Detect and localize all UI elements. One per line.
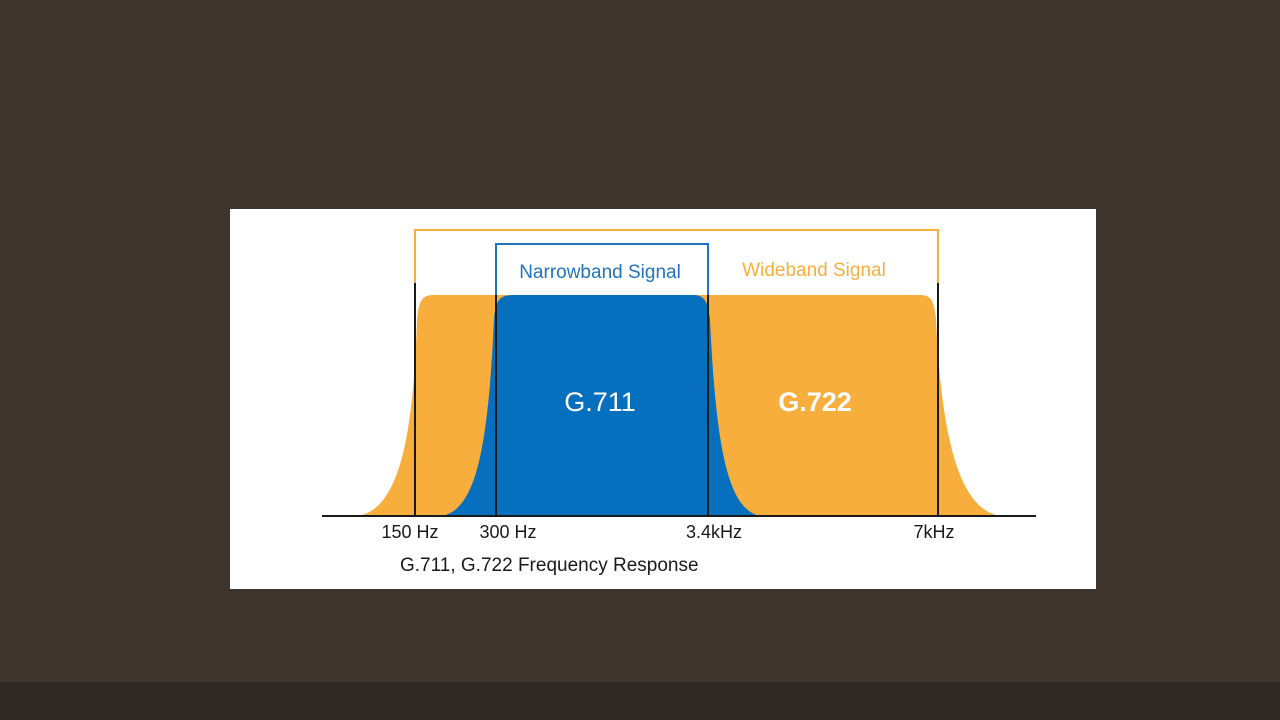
narrowband-bracket — [495, 243, 709, 295]
narrowband-band-shape — [442, 295, 760, 516]
wideband-bracket — [414, 229, 939, 283]
wideband-signal-label: Wideband Signal — [742, 260, 886, 281]
tick-label-150hz: 150 Hz — [381, 522, 438, 542]
frequency-response-diagram: Narrowband Signal Wideband Signal G.711 … — [230, 209, 1096, 589]
figure-caption: G.711, G.722 Frequency Response — [400, 555, 699, 576]
g711-codec-label: G.711 — [564, 387, 636, 417]
tick-label-3-4khz: 3.4kHz — [686, 522, 742, 542]
slide-footer-bar — [0, 682, 1280, 720]
tick-label-300hz: 300 Hz — [479, 522, 536, 542]
tick-label-7khz: 7kHz — [913, 522, 954, 542]
diagram-canvas: Narrowband Signal Wideband Signal G.711 … — [322, 229, 1036, 576]
narrowband-signal-label: Narrowband Signal — [519, 262, 681, 283]
g722-codec-label: G.722 — [778, 387, 852, 417]
